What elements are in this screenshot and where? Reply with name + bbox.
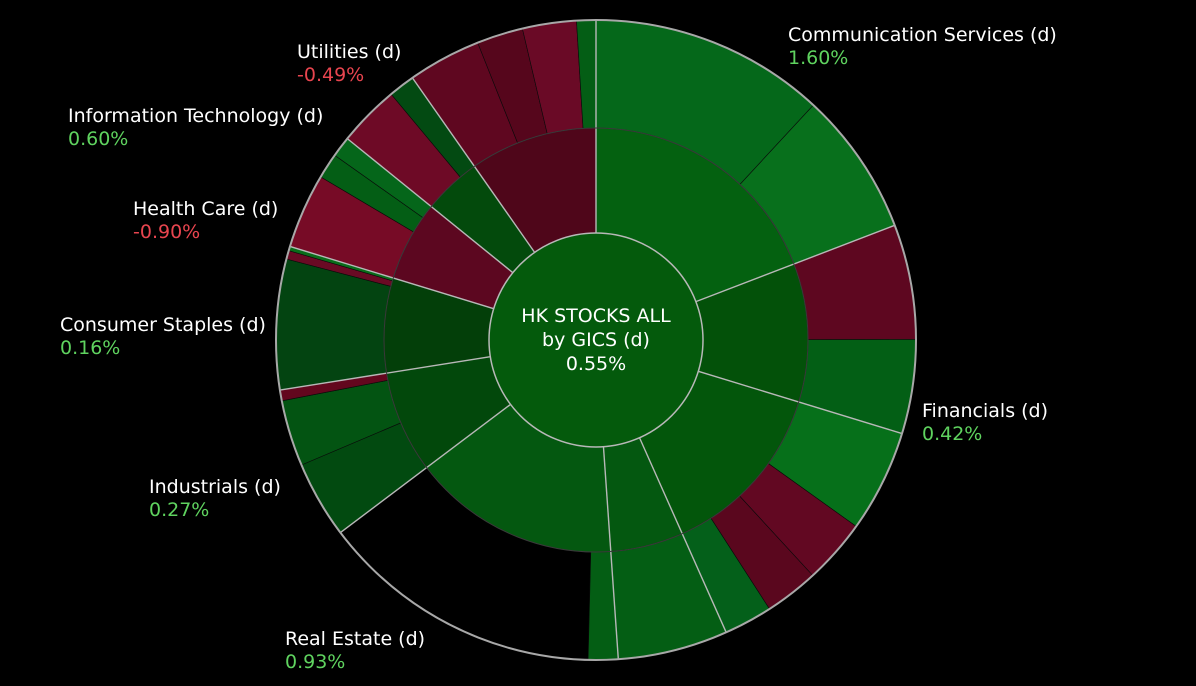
sector-change: 0.60% [68, 128, 129, 150]
sector-separator [602, 446, 620, 660]
sector-label-financials[interactable]: Financials (d) 0.42% [922, 400, 1048, 446]
sector-separator [695, 224, 895, 303]
sector-label-utilities[interactable]: Utilities (d) -0.49% [297, 41, 401, 87]
sector-label-information-technology[interactable]: Information Technology (d) 0.60% [68, 105, 323, 151]
sector-label-communication-services[interactable]: Communication Services (d) 1.60% [788, 24, 1057, 70]
sector-change: 0.42% [922, 423, 983, 445]
sector-separator [638, 437, 727, 633]
sector-separator [289, 245, 494, 310]
sector-name: Utilities (d) [297, 41, 402, 63]
center-value: 0.55% [566, 353, 626, 375]
sector-change: 0.27% [149, 499, 210, 521]
sector-name: Financials (d) [922, 400, 1049, 422]
sector-change: 1.60% [788, 47, 849, 69]
center-title-line1: HK STOCKS ALL [521, 305, 671, 327]
sunburst-rings [275, 19, 917, 661]
sector-separator [698, 370, 903, 435]
sector-change: 0.93% [285, 651, 346, 673]
sector-separator [411, 77, 536, 253]
sector-separator [346, 138, 514, 274]
sector-change: -0.49% [297, 64, 365, 86]
ring-boundary [383, 127, 809, 553]
sector-change: 0.16% [60, 337, 121, 359]
sector-name: Real Estate (d) [285, 628, 426, 650]
sector-name: Health Care (d) [133, 198, 279, 220]
sector-separator [279, 356, 491, 391]
center-circle[interactable] [488, 232, 704, 448]
sector-name: Information Technology (d) [68, 105, 324, 127]
outer-border [275, 19, 917, 661]
sector-label-health-care[interactable]: Health Care (d) -0.90% [133, 198, 278, 244]
chart-center[interactable]: HK STOCKS ALL by GICS (d) 0.55% [488, 232, 704, 448]
sector-name: Communication Services (d) [788, 24, 1057, 46]
center-title-line2: by GICS (d) [542, 329, 650, 351]
sector-label-real-estate[interactable]: Real Estate (d) 0.93% [285, 628, 425, 674]
sector-label-industrials[interactable]: Industrials (d) 0.27% [149, 476, 281, 522]
sector-label-consumer-staples[interactable]: Consumer Staples (d) 0.16% [60, 314, 266, 360]
sector-separator [340, 403, 511, 534]
sector-name: Industrials (d) [149, 476, 281, 498]
sector-change: -0.90% [133, 221, 201, 243]
sector-name: Consumer Staples (d) [60, 314, 266, 336]
